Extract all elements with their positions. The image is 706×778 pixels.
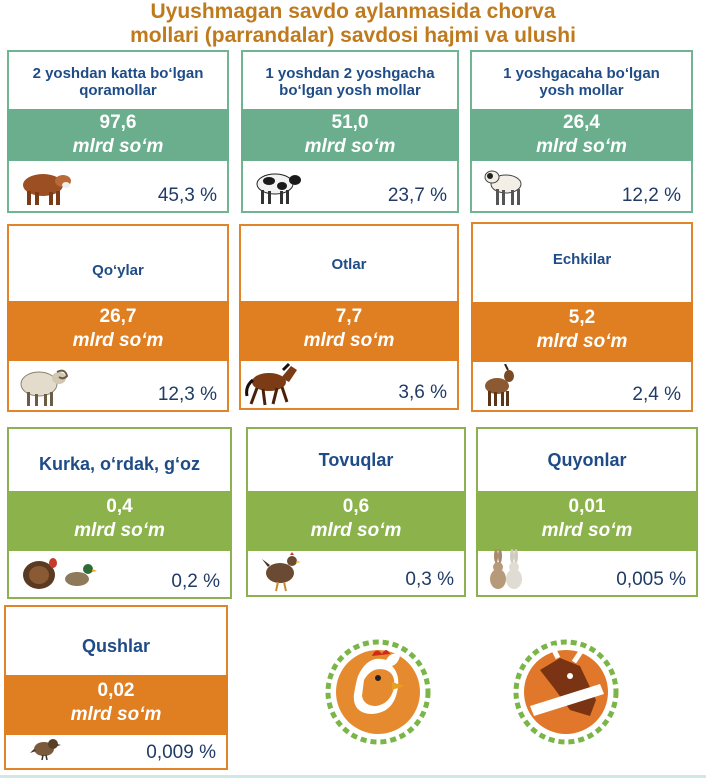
- card-label: Echkilar: [552, 250, 612, 268]
- value: 51,0: [331, 112, 369, 133]
- card-goats: Echkilar 5,2 mlrd so‘m 2,4 %: [471, 222, 693, 412]
- value-band: 51,0 mlrd so‘m: [241, 109, 459, 161]
- value-band: 7,7 mlrd so‘m: [239, 301, 459, 361]
- sheep-icon: [20, 369, 69, 406]
- unit: mlrd so‘m: [72, 330, 164, 351]
- card-label: Otlar: [331, 255, 367, 273]
- unit: mlrd so‘m: [72, 136, 164, 157]
- value-band: 0,4 mlrd so‘m: [7, 491, 232, 551]
- horse-icon: [245, 362, 297, 406]
- card-label: Quyonlar: [547, 449, 627, 470]
- unit: mlrd so‘m: [303, 330, 395, 351]
- unit: mlrd so‘m: [310, 520, 402, 541]
- card-young-cattle-under-1: 1 yoshgacaha bo‘lgan yosh mollar 26,4 ml…: [470, 50, 693, 213]
- value: 26,7: [99, 306, 137, 327]
- unit: mlrd so‘m: [536, 136, 627, 157]
- bottom-divider: [0, 775, 706, 778]
- value: 0,6: [342, 496, 370, 517]
- card-label: 2 yoshdan katta bo‘lgan qoramollar: [32, 65, 204, 99]
- title-line-2: mollari (parrandalar) savdosi hajmi va u…: [130, 24, 576, 47]
- percent: 12,2 %: [621, 185, 681, 206]
- page-title: Uyushmagan savdo aylanmasida chorva moll…: [0, 0, 706, 48]
- card-label: Kurka, o‘rdak, g‘oz: [38, 453, 201, 474]
- bull-logo-icon: [513, 639, 619, 745]
- value: 0,01: [568, 496, 606, 517]
- calf-icon: [484, 170, 522, 205]
- value: 97,6: [99, 112, 137, 133]
- card-label: 1 yoshdan 2 yoshgacha bo‘lgan yosh molla…: [265, 65, 435, 99]
- card-turkey-duck-goose: Kurka, o‘rdak, g‘oz 0,4 mlrd so‘m 0,2 %: [7, 427, 232, 599]
- card-rabbits: Quyonlar 0,01 mlrd so‘m 0,005 %: [476, 427, 698, 597]
- card-label: Tovuqlar: [318, 449, 394, 470]
- card-label: Qushlar: [81, 635, 151, 656]
- rabbit-icon: [490, 549, 522, 589]
- value-band: 5,2 mlrd so‘m: [471, 302, 693, 362]
- bull-icon: [23, 174, 71, 205]
- goat-icon: [485, 364, 514, 406]
- value-band: 0,02 mlrd so‘m: [4, 675, 228, 735]
- card-sheep: Qo‘ylar 26,7 mlrd so‘m 12,3 %: [7, 224, 229, 412]
- turkey-duck-icon: [23, 558, 97, 589]
- value-band: 97,6 mlrd so‘m: [7, 109, 229, 161]
- percent: 23,7 %: [387, 185, 447, 206]
- value-band: 0,01 mlrd so‘m: [476, 491, 698, 551]
- hen-icon: [262, 552, 301, 592]
- unit: mlrd so‘m: [74, 520, 165, 541]
- title-line-1: Uyushmagan savdo aylanmasida chorva: [150, 0, 556, 23]
- percent: 2,4 %: [632, 384, 681, 405]
- card-birds: Qushlar 0,02 mlrd so‘m 0,009 %: [4, 605, 228, 770]
- value-band: 26,4 mlrd so‘m: [470, 109, 693, 161]
- card-chickens: Tovuqlar 0,6 mlrd so‘m 0,3 %: [246, 427, 466, 597]
- value-band: 0,6 mlrd so‘m: [246, 491, 466, 551]
- value: 0,02: [97, 680, 135, 701]
- card-adult-cattle: 2 yoshdan katta bo‘lgan qoramollar 97,6 …: [7, 50, 229, 213]
- percent: 3,6 %: [398, 382, 447, 403]
- value: 0,4: [106, 496, 133, 517]
- value-band: 26,7 mlrd so‘m: [7, 301, 229, 361]
- percent: 12,3 %: [157, 384, 217, 405]
- sparrow-icon: [30, 739, 61, 761]
- unit: mlrd so‘m: [536, 331, 628, 352]
- percent: 0,005 %: [616, 569, 686, 590]
- value: 26,4: [563, 112, 600, 133]
- percent: 0,2 %: [171, 571, 220, 592]
- card-label: Qo‘ylar: [92, 261, 144, 279]
- rooster-logo-icon: [325, 639, 431, 745]
- unit: mlrd so‘m: [304, 136, 396, 157]
- card-label: 1 yoshgacaha bo‘lgan yosh mollar: [503, 65, 660, 99]
- card-young-cattle-1-2: 1 yoshdan 2 yoshgacha bo‘lgan yosh molla…: [241, 50, 459, 213]
- percent: 0,009 %: [146, 742, 216, 763]
- percent: 0,3 %: [405, 569, 454, 590]
- cow-icon: [256, 173, 301, 204]
- card-horses: Otlar 7,7 mlrd so‘m 3,6 %: [239, 224, 459, 410]
- value: 7,7: [335, 306, 363, 327]
- unit: mlrd so‘m: [70, 704, 162, 725]
- percent: 45,3 %: [157, 185, 217, 206]
- unit: mlrd so‘m: [541, 520, 633, 541]
- value: 5,2: [568, 307, 596, 328]
